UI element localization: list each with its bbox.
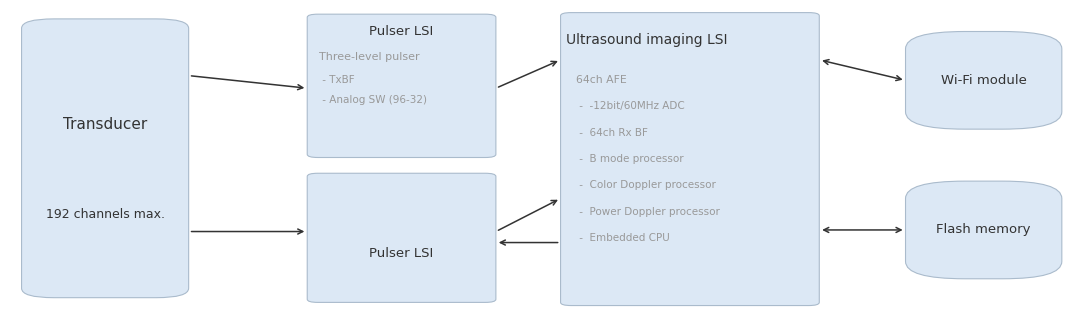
Text: Pulser LSI: Pulser LSI <box>370 25 433 38</box>
FancyBboxPatch shape <box>307 173 496 302</box>
Text: Three-level pulser: Three-level pulser <box>319 52 419 62</box>
Text: -  Color Doppler processor: - Color Doppler processor <box>576 180 716 191</box>
Text: -  Embedded CPU: - Embedded CPU <box>576 233 669 243</box>
Text: Wi-Fi module: Wi-Fi module <box>941 74 1026 87</box>
Text: -  64ch Rx BF: - 64ch Rx BF <box>576 128 648 138</box>
FancyBboxPatch shape <box>307 14 496 158</box>
Text: Pulser LSI: Pulser LSI <box>370 247 433 260</box>
Text: Transducer: Transducer <box>63 117 148 132</box>
Text: -  B mode processor: - B mode processor <box>576 154 683 164</box>
Text: 192 channels max.: 192 channels max. <box>45 208 165 220</box>
Text: -  -12bit/60MHz ADC: - -12bit/60MHz ADC <box>576 101 685 111</box>
Text: Flash memory: Flash memory <box>937 223 1031 237</box>
Text: Ultrasound imaging LSI: Ultrasound imaging LSI <box>566 33 728 47</box>
Text: - TxBF: - TxBF <box>319 75 355 85</box>
FancyBboxPatch shape <box>561 13 819 306</box>
Text: - Analog SW (96-32): - Analog SW (96-32) <box>319 95 427 105</box>
Text: -  Power Doppler processor: - Power Doppler processor <box>576 207 720 217</box>
FancyBboxPatch shape <box>22 19 189 298</box>
Text: 64ch AFE: 64ch AFE <box>576 75 626 85</box>
FancyBboxPatch shape <box>906 32 1062 129</box>
FancyBboxPatch shape <box>906 181 1062 279</box>
